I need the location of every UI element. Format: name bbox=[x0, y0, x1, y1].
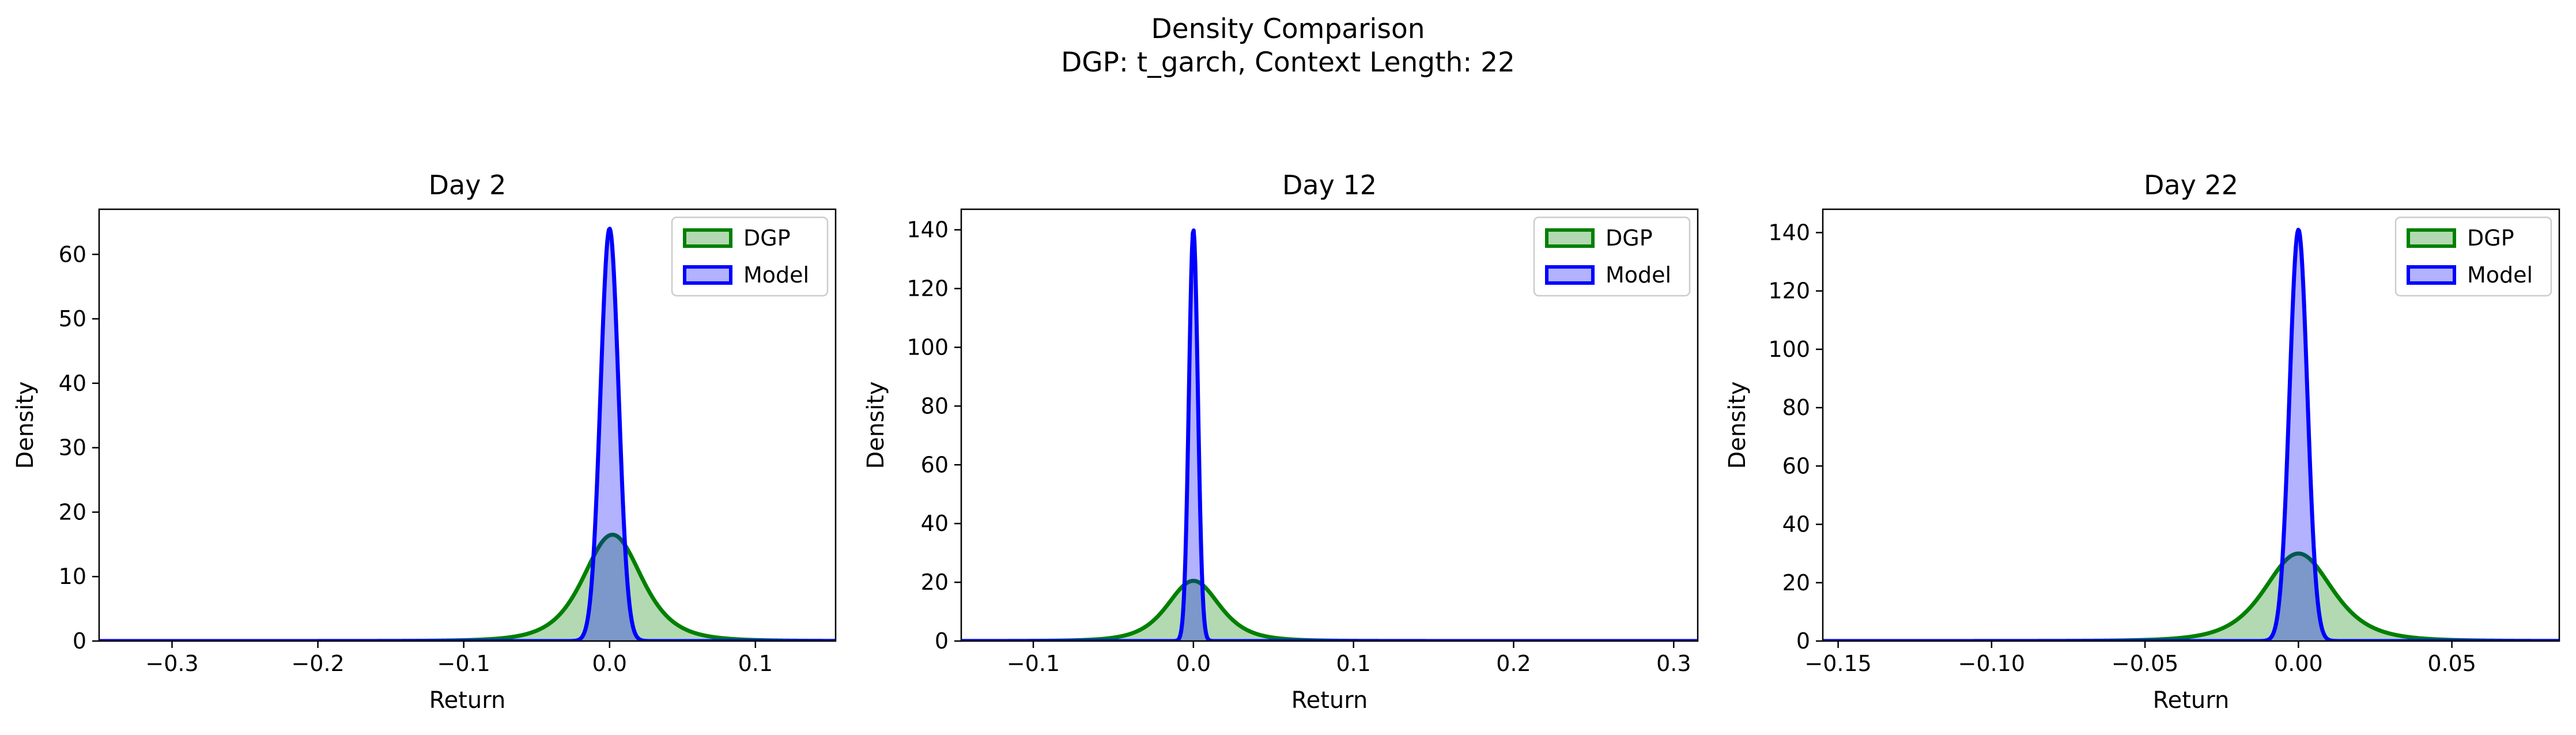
legend-label-model: Model bbox=[743, 262, 809, 288]
y-tick-label: 120 bbox=[906, 276, 949, 301]
y-tick-label: 80 bbox=[1782, 395, 1810, 420]
x-tick-label: 0.2 bbox=[1496, 651, 1531, 676]
legend-label-dgp: DGP bbox=[1606, 225, 1653, 251]
x-tick-label: 0.0 bbox=[1176, 651, 1211, 676]
dgp-density-fill bbox=[1823, 553, 2559, 641]
x-tick-label: 0.3 bbox=[1656, 651, 1691, 676]
dgp-density-line bbox=[99, 533, 836, 641]
x-tick-label: −0.3 bbox=[145, 651, 198, 676]
x-tick-label: −0.15 bbox=[1804, 651, 1871, 676]
axes-frame bbox=[1822, 208, 2560, 642]
y-tick-label: 20 bbox=[921, 570, 949, 595]
figure-title: Density Comparison bbox=[1151, 13, 1425, 45]
legend-label-model: Model bbox=[1606, 262, 1671, 288]
dgp-density-fill bbox=[961, 581, 1698, 641]
y-tick-label: 40 bbox=[1782, 512, 1810, 537]
y-tick-label: 0 bbox=[73, 628, 86, 654]
y-tick-label: 120 bbox=[1768, 278, 1810, 304]
x-axis-label: Return bbox=[1291, 687, 1368, 714]
axes-frame bbox=[960, 208, 1699, 642]
y-tick-label: 80 bbox=[921, 393, 949, 419]
x-tick-label: −0.1 bbox=[437, 651, 490, 676]
figure-subtitle: DGP: t_garch, Context Length: 22 bbox=[1061, 47, 1515, 78]
x-tick-label: 0.0 bbox=[592, 651, 627, 676]
legend: DGP Model bbox=[2394, 216, 2552, 297]
y-tick-label: 0 bbox=[935, 628, 949, 654]
legend-box bbox=[2394, 216, 2552, 297]
x-tick-label: −0.05 bbox=[2112, 651, 2178, 676]
dgp-density-line bbox=[1823, 551, 2559, 641]
y-tick-label: 60 bbox=[59, 242, 86, 267]
y-tick-label: 20 bbox=[1782, 570, 1810, 595]
dgp-density-fill bbox=[99, 534, 836, 641]
panel-3: −0.15 −0.10 −0.05 0.00 0.05 0 20 40 60 80 100 120 14… bbox=[1724, 169, 2560, 714]
y-axis-label: Density bbox=[863, 381, 889, 469]
legend: DGP Model bbox=[1533, 216, 1691, 297]
x-tick-label: 0.1 bbox=[738, 651, 773, 676]
x-tick-label: 0.1 bbox=[1336, 651, 1370, 676]
y-tick-label: 50 bbox=[59, 306, 86, 331]
legend-swatch-dgp bbox=[2407, 228, 2456, 248]
x-tick-label: 0.05 bbox=[2427, 651, 2476, 676]
x-tick-label: −0.2 bbox=[291, 651, 344, 676]
y-tick-label: 40 bbox=[59, 371, 86, 396]
x-axis-label: Return bbox=[429, 687, 506, 714]
y-tick-label: 100 bbox=[1768, 337, 1810, 362]
y-tick-label: 10 bbox=[59, 564, 86, 589]
panel-2: −0.1 0.0 0.1 0.2 0.3 0 20 40 60 80 100 120 140 Day 12… bbox=[863, 169, 1699, 714]
y-axis-label: Density bbox=[12, 381, 39, 469]
legend-label-dgp: DGP bbox=[743, 225, 791, 251]
panel-title: Day 2 bbox=[429, 169, 507, 201]
legend-swatch-model bbox=[2407, 265, 2456, 285]
legend-box bbox=[671, 216, 829, 297]
legend: DGP Model bbox=[671, 216, 829, 297]
y-tick-label: 40 bbox=[921, 511, 949, 536]
x-tick-label: 0.00 bbox=[2274, 651, 2323, 676]
y-tick-label: 60 bbox=[1782, 453, 1810, 478]
legend-label-model: Model bbox=[2467, 262, 2533, 288]
legend-box bbox=[1533, 216, 1691, 297]
legend-label-dgp: DGP bbox=[2467, 225, 2514, 251]
dgp-density-line bbox=[961, 579, 1698, 641]
y-tick-label: 140 bbox=[906, 217, 949, 243]
y-tick-label: 60 bbox=[921, 452, 949, 477]
legend-swatch-dgp bbox=[1545, 228, 1595, 248]
y-tick-label: 140 bbox=[1768, 220, 1810, 245]
y-tick-label: 30 bbox=[59, 435, 86, 461]
panel-1: −0.3 −0.2 −0.1 0.0 0.1 0 10 20 30 40 50 60 Day 2 Retu… bbox=[12, 169, 837, 714]
x-axis-label: Return bbox=[2153, 687, 2230, 714]
panel-title: Day 12 bbox=[1282, 169, 1377, 201]
y-tick-label: 20 bbox=[59, 499, 86, 525]
legend-swatch-dgp bbox=[683, 228, 732, 248]
x-tick-label: −0.1 bbox=[1007, 651, 1060, 676]
y-axis-label: Density bbox=[1724, 381, 1751, 469]
panel-title: Day 22 bbox=[2144, 169, 2238, 201]
axes-frame bbox=[98, 208, 837, 642]
legend-swatch-model bbox=[1545, 265, 1595, 285]
legend-swatch-model bbox=[683, 265, 732, 285]
x-tick-label: −0.10 bbox=[1958, 651, 2025, 676]
y-tick-label: 100 bbox=[906, 334, 949, 360]
y-tick-label: 0 bbox=[1796, 628, 1810, 654]
